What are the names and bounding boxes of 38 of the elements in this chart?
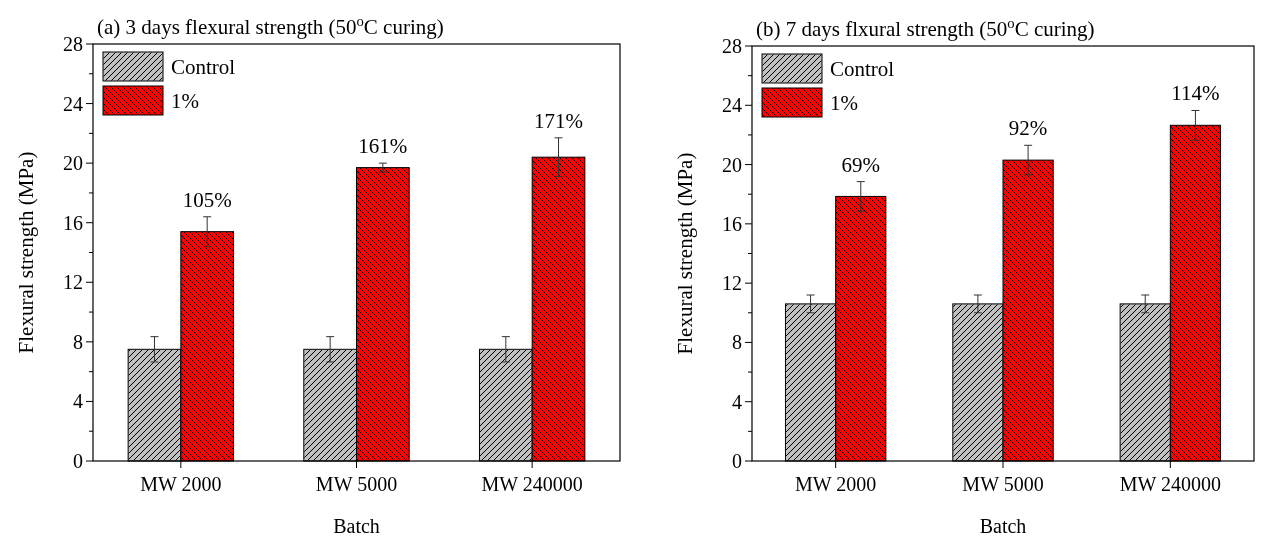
annotation: 105% [182,187,232,212]
y-tick-label: 4 [732,390,742,413]
x-tick-label: MW 5000 [962,473,1044,495]
y-tick-label: 28 [63,33,83,55]
chart-title: (b) 7 days flxural strength (50$^{o}$C curing) [756,15,1095,41]
y-tick-label: 16 [63,211,83,234]
annotation: 161% [358,134,408,159]
x-tick-label: MW 240000 [481,473,583,495]
y-axis-title: Flexural strength (MPa) [14,151,38,354]
y-tick-label: 16 [722,212,742,235]
x-tick-label: MW 2000 [140,473,222,495]
y-tick-label: 8 [732,331,742,354]
y-tick-label: 20 [722,153,742,176]
legend-label: Control [171,55,236,80]
y-tick-label: 0 [73,450,83,472]
legend-label: 1% [830,91,858,116]
y-tick-label: 24 [63,92,83,115]
annotation: 171% [534,108,584,133]
annotation: 92% [1008,116,1048,141]
x-tick-label: MW 240000 [1119,473,1221,495]
y-tick-label: 20 [63,152,83,175]
y-tick-label: 0 [732,450,742,472]
y-axis-title: Flexural strength (MPa) [673,152,697,355]
y-tick-label: 4 [73,390,83,413]
annotation: 69% [841,152,881,177]
x-axis-title: Batch [979,515,1027,537]
y-tick-label: 12 [722,272,742,295]
chart-title: (a) 3 days flexural strength (50$^{o}$C curing) [97,13,444,39]
y-tick-label: 28 [722,35,742,57]
y-tick-label: 24 [722,94,742,117]
legend-label: Control [830,57,895,82]
x-tick-label: MW 5000 [315,473,398,495]
x-tick-label: MW 2000 [795,473,877,495]
y-tick-label: 12 [63,271,83,294]
y-tick-label: 8 [73,330,83,353]
x-axis-title: Batch [333,515,380,537]
annotation: 114% [1171,81,1220,106]
legend-label: 1% [171,89,199,114]
